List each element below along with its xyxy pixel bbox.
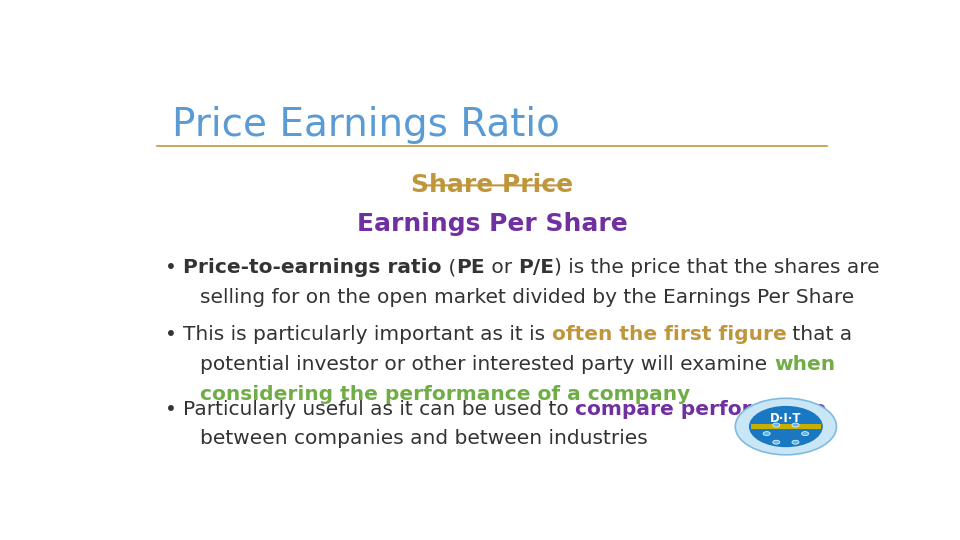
Circle shape	[749, 406, 823, 447]
Text: often the first figure: often the first figure	[552, 325, 786, 343]
Text: between companies and between industries: between companies and between industries	[201, 429, 648, 448]
Text: selling for on the open market divided by the Earnings Per Share: selling for on the open market divided b…	[201, 288, 854, 307]
Circle shape	[763, 431, 770, 436]
Text: potential investor or other interested party will examine: potential investor or other interested p…	[201, 355, 774, 374]
Circle shape	[773, 423, 780, 427]
Text: Share Price: Share Price	[411, 173, 573, 197]
Text: or: or	[485, 258, 518, 277]
Text: •: •	[165, 258, 177, 277]
Text: •: •	[165, 400, 177, 419]
Text: compare performance: compare performance	[575, 400, 827, 419]
Text: PE: PE	[456, 258, 485, 277]
Text: (: (	[442, 258, 456, 277]
Text: that a: that a	[786, 325, 852, 343]
FancyBboxPatch shape	[751, 424, 821, 429]
Text: ) is the price that the shares are: ) is the price that the shares are	[554, 258, 879, 277]
Text: This is particularly important as it is: This is particularly important as it is	[183, 325, 552, 343]
Circle shape	[792, 440, 799, 444]
Text: Particularly useful as it can be used to: Particularly useful as it can be used to	[183, 400, 575, 419]
Text: Price Earnings Ratio: Price Earnings Ratio	[172, 106, 560, 144]
Text: P/E: P/E	[518, 258, 554, 277]
Text: Price-to-earnings ratio: Price-to-earnings ratio	[183, 258, 442, 277]
Circle shape	[773, 440, 780, 444]
Circle shape	[802, 431, 808, 436]
Text: when: when	[774, 355, 835, 374]
Text: Earnings Per Share: Earnings Per Share	[356, 212, 628, 237]
Text: considering the performance of a company: considering the performance of a company	[201, 384, 690, 403]
Text: •: •	[165, 325, 177, 343]
Circle shape	[792, 423, 799, 427]
Text: D·I·T: D·I·T	[770, 413, 802, 426]
Circle shape	[735, 399, 836, 455]
